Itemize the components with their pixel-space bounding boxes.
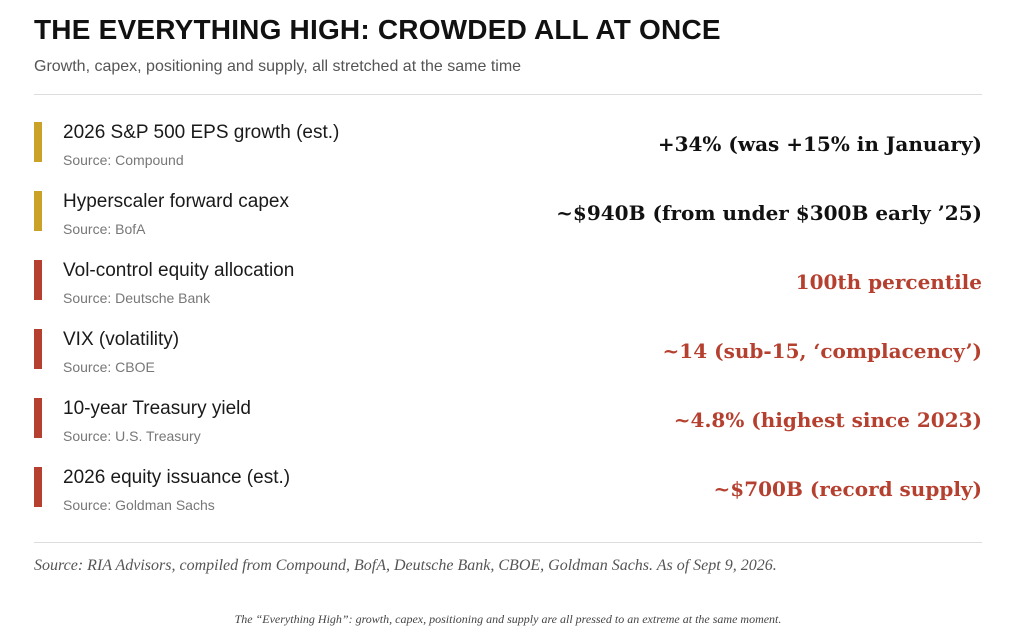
- accent-bar: [34, 122, 42, 162]
- page-subtitle: Growth, capex, positioning and supply, a…: [34, 58, 522, 75]
- accent-bar: [34, 329, 42, 369]
- metric-source: Source: Goldman Sachs: [63, 497, 215, 513]
- metric-label: VIX (volatility): [63, 329, 180, 350]
- metric-value: ~4.8% (highest since 2023): [673, 408, 982, 432]
- metric-source: Source: Compound: [63, 152, 184, 168]
- metric-row-hyperscaler-capex: Hyperscaler forward capex Source: BofA ~…: [34, 185, 982, 254]
- page-title: THE EVERYTHING HIGH: CROWDED ALL AT ONCE: [34, 14, 721, 45]
- metrics-list: 2026 S&P 500 EPS growth (est.) Source: C…: [34, 116, 982, 530]
- metric-value: 100th percentile: [795, 270, 982, 294]
- accent-bar: [34, 398, 42, 438]
- accent-bar: [34, 260, 42, 300]
- metric-row-equity-issuance: 2026 equity issuance (est.) Source: Gold…: [34, 461, 982, 530]
- metric-value: +34% (was +15% in January): [657, 132, 982, 156]
- metric-row-vol-control: Vol-control equity allocation Source: De…: [34, 254, 982, 323]
- metric-source: Source: BofA: [63, 221, 146, 237]
- metric-value: ~14 (sub-15, ‘complacency’): [662, 339, 982, 363]
- metric-value: ~$700B (record supply): [713, 477, 982, 501]
- footer-source-note: Source: RIA Advisors, compiled from Comp…: [34, 557, 777, 574]
- top-divider: [34, 94, 982, 95]
- metric-source: Source: Deutsche Bank: [63, 290, 211, 306]
- metric-label: Vol-control equity allocation: [63, 260, 295, 281]
- metric-row-vix: VIX (volatility) Source: CBOE ~14 (sub-1…: [34, 323, 982, 392]
- accent-bar: [34, 191, 42, 231]
- metric-value: ~$940B (from under $300B early ’25): [556, 201, 982, 225]
- metric-label: 2026 equity issuance (est.): [63, 467, 291, 488]
- metric-source: Source: U.S. Treasury: [63, 428, 201, 444]
- metric-label: Hyperscaler forward capex: [63, 191, 289, 212]
- bottom-divider: [34, 542, 982, 543]
- metric-label: 10-year Treasury yield: [63, 398, 251, 419]
- figure-caption: The “Everything High”: growth, capex, po…: [234, 612, 782, 626]
- metric-row-treasury-yield: 10-year Treasury yield Source: U.S. Trea…: [34, 392, 982, 461]
- metric-row-eps-growth: 2026 S&P 500 EPS growth (est.) Source: C…: [34, 116, 982, 185]
- accent-bar: [34, 467, 42, 507]
- metric-source: Source: CBOE: [63, 359, 155, 375]
- metric-label: 2026 S&P 500 EPS growth (est.): [63, 122, 340, 143]
